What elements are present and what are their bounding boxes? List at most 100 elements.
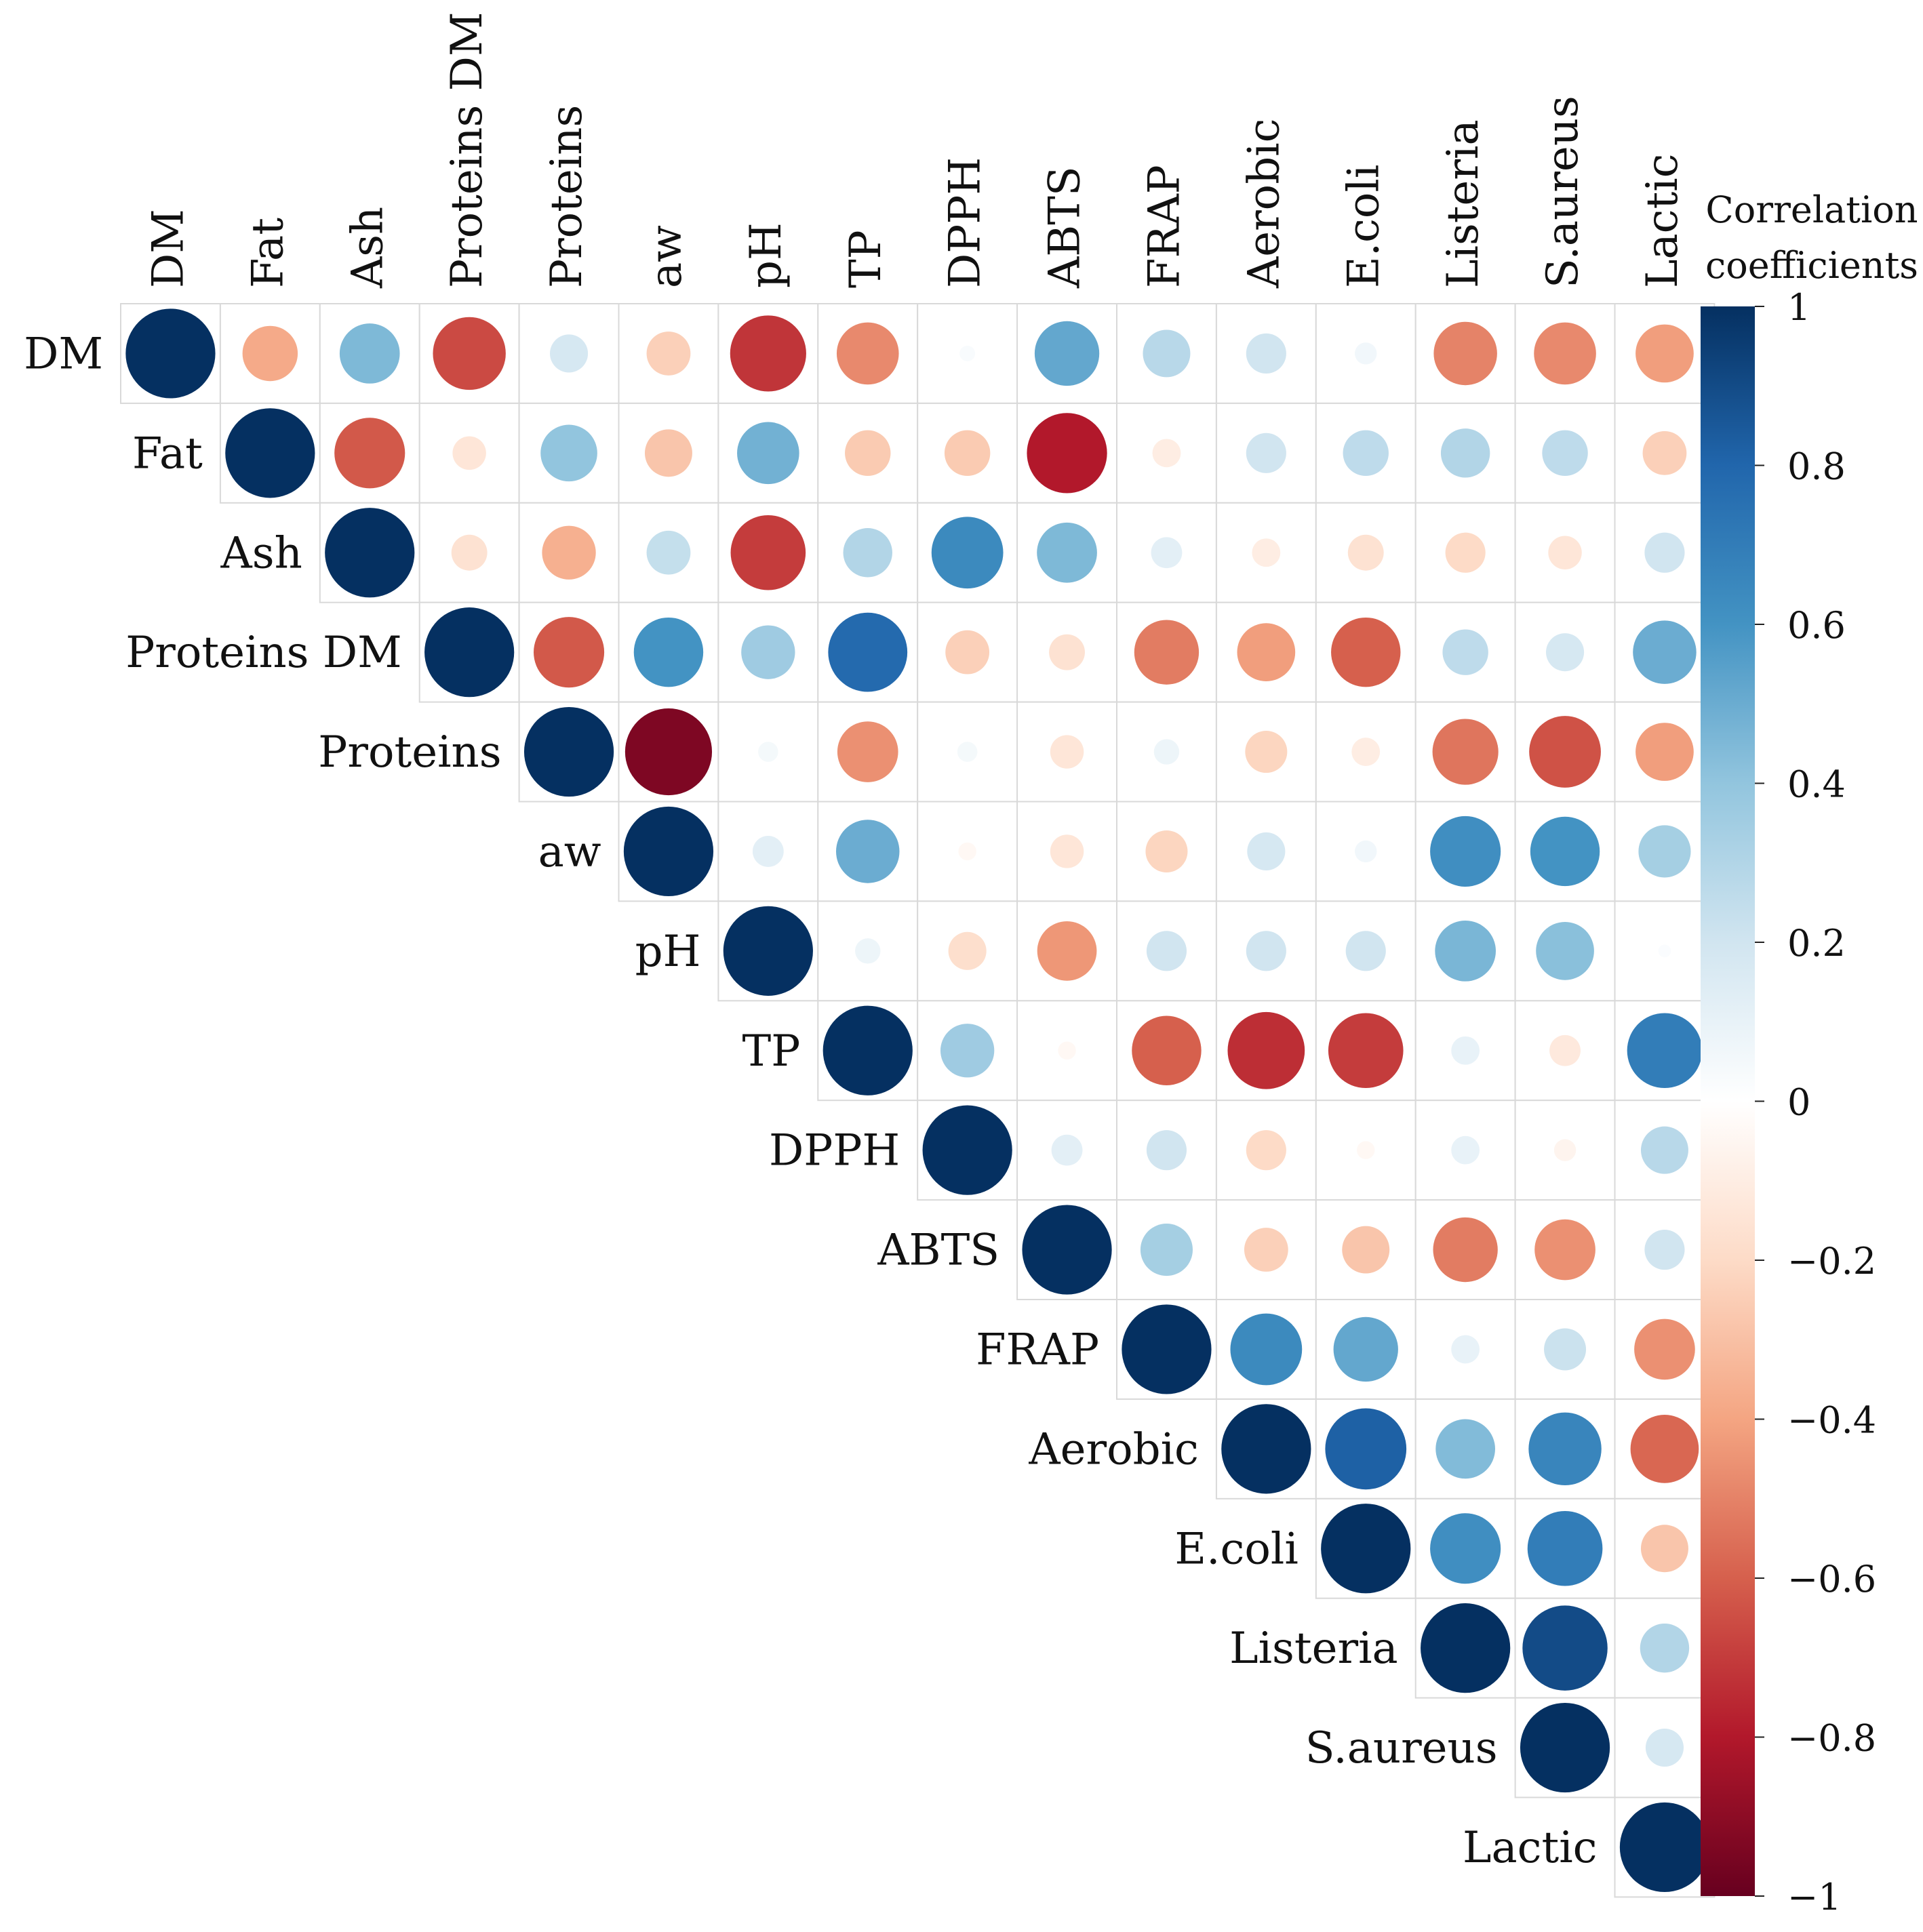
corr-circle-ph-e-coli bbox=[1345, 931, 1386, 971]
corr-circle-proteins-lactic bbox=[1635, 723, 1694, 781]
legend-tick-label: −0.8 bbox=[1787, 1717, 1876, 1760]
corr-circle-dm-e-coli bbox=[1355, 342, 1377, 365]
corr-circle-dm-lactic bbox=[1635, 324, 1694, 383]
corr-circle-abts-frap bbox=[1140, 1224, 1193, 1276]
corr-circle-dm-ph bbox=[730, 315, 806, 392]
corr-circle-ash-listeria bbox=[1445, 532, 1486, 573]
corr-circle-ash-s-aureus bbox=[1548, 536, 1582, 569]
row-label-lactic: Lactic bbox=[1463, 1823, 1598, 1873]
corr-circle-fat-proteins-dm bbox=[452, 436, 486, 470]
legend-tick-label: 0.6 bbox=[1787, 604, 1846, 647]
corr-circle-ash-abts bbox=[1037, 522, 1097, 583]
col-label-dpph: DPPH bbox=[940, 157, 991, 288]
col-label-abts: ABTS bbox=[1040, 166, 1090, 289]
row-label-dm: DM bbox=[24, 329, 103, 379]
corr-circle-frap-lactic bbox=[1634, 1319, 1695, 1380]
corr-circle-listeria-listeria bbox=[1421, 1603, 1511, 1693]
corr-circle-proteins-tp bbox=[837, 721, 898, 782]
row-label-listeria: Listeria bbox=[1229, 1624, 1398, 1674]
col-label-proteins: Proteins bbox=[542, 105, 592, 288]
cell-fat-ph bbox=[717, 402, 819, 504]
corr-circle-proteins-dm-frap bbox=[1134, 620, 1200, 685]
corr-circle-fat-frap bbox=[1152, 439, 1181, 468]
corr-circle-aw-aerobic bbox=[1247, 832, 1286, 870]
corr-circle-ash-aw bbox=[646, 530, 691, 575]
corr-circle-dm-proteins bbox=[550, 334, 589, 373]
corr-circle-tp-aerobic bbox=[1227, 1011, 1305, 1089]
row-label-e-coli: E.coli bbox=[1174, 1524, 1298, 1574]
corr-circle-frap-listeria bbox=[1451, 1335, 1480, 1364]
corr-circle-aw-listeria bbox=[1430, 816, 1501, 887]
corr-circle-dm-aerobic bbox=[1246, 333, 1286, 374]
corr-circle-proteins-dm-aerobic bbox=[1237, 623, 1296, 681]
corr-circle-ash-ash bbox=[325, 508, 415, 598]
corr-circle-dpph-lactic bbox=[1640, 1126, 1688, 1174]
corr-circle-proteins-dm-abts bbox=[1049, 634, 1085, 670]
corr-circle-proteins-frap bbox=[1153, 739, 1180, 765]
corr-circle-aw-s-aureus bbox=[1530, 816, 1600, 887]
corr-circle-proteins-dm-e-coli bbox=[1331, 617, 1401, 687]
corr-circle-tp-dpph bbox=[940, 1024, 995, 1078]
corr-circle-proteins-dm-listeria bbox=[1442, 629, 1488, 675]
row-label-proteins: Proteins bbox=[318, 727, 501, 778]
corr-circle-lactic-lactic bbox=[1619, 1802, 1710, 1893]
corr-circle-s-aureus-s-aureus bbox=[1520, 1702, 1610, 1793]
corr-circle-aw-e-coli bbox=[1355, 840, 1377, 863]
corr-circle-dpph-aerobic bbox=[1246, 1130, 1286, 1171]
corr-circle-aerobic-listeria bbox=[1435, 1419, 1495, 1479]
corr-circle-proteins-aerobic bbox=[1245, 731, 1288, 773]
corr-circle-ph-tp bbox=[855, 938, 881, 964]
corr-circle-dm-proteins-dm bbox=[433, 317, 506, 390]
corr-circle-fat-abts bbox=[1027, 413, 1107, 494]
corr-circle-proteins-dm-lactic bbox=[1633, 620, 1697, 684]
col-label-lactic: Lactic bbox=[1638, 153, 1688, 288]
row-label-ph: pH bbox=[635, 927, 701, 977]
column-labels: DM Fat Ash Proteins DM Proteins aw pH TP DPPH ABT… bbox=[143, 12, 1688, 289]
corr-circle-ph-s-aureus bbox=[1536, 922, 1594, 980]
corr-circle-ash-lactic bbox=[1644, 532, 1685, 573]
corr-circle-tp-lactic bbox=[1627, 1013, 1703, 1089]
corr-circle-fat-ash bbox=[334, 418, 405, 489]
corr-circle-aw-lactic bbox=[1638, 825, 1691, 878]
corr-circle-ash-tp bbox=[843, 528, 892, 578]
corr-circle-tp-frap bbox=[1132, 1015, 1202, 1085]
corr-circle-dpph-dpph bbox=[922, 1105, 1012, 1195]
legend-tick-label: 1 bbox=[1787, 286, 1810, 329]
corr-circle-dpph-abts bbox=[1051, 1134, 1083, 1166]
corr-circle-proteins-s-aureus bbox=[1529, 716, 1601, 788]
corr-circle-dm-dpph bbox=[959, 346, 976, 361]
corr-circle-tp-e-coli bbox=[1328, 1013, 1404, 1089]
corr-circle-frap-frap bbox=[1122, 1304, 1212, 1394]
corr-circle-dm-aw bbox=[646, 331, 691, 376]
corr-circle-fat-dpph bbox=[944, 430, 991, 477]
corr-circle-ash-frap bbox=[1151, 537, 1183, 569]
corr-circle-proteins-dm-ph bbox=[741, 625, 795, 679]
corr-circle-ph-frap bbox=[1146, 931, 1187, 971]
corr-circle-aw-aw bbox=[623, 806, 714, 897]
corr-circle-aerobic-lactic bbox=[1630, 1415, 1699, 1483]
correlation-grid bbox=[120, 303, 1716, 1898]
row-label-aerobic: Aerobic bbox=[1028, 1424, 1199, 1474]
row-label-aw: aw bbox=[538, 827, 601, 877]
legend-tick-label: 0.4 bbox=[1787, 763, 1846, 806]
col-label-frap: FRAP bbox=[1139, 165, 1189, 288]
cell-ash-abts bbox=[1016, 502, 1117, 603]
corr-circle-frap-s-aureus bbox=[1544, 1328, 1587, 1371]
corr-circle-abts-abts bbox=[1022, 1205, 1112, 1295]
col-label-e-coli: E.coli bbox=[1339, 165, 1389, 288]
corr-circle-ph-ph bbox=[723, 906, 813, 996]
corr-circle-dpph-s-aureus bbox=[1553, 1139, 1577, 1161]
corr-circle-tp-abts bbox=[1058, 1041, 1076, 1060]
corr-circle-ph-lactic bbox=[1658, 944, 1671, 958]
corr-circle-listeria-s-aureus bbox=[1522, 1605, 1608, 1691]
col-label-ph: pH bbox=[741, 222, 791, 288]
legend-tick-label: −0.4 bbox=[1787, 1399, 1876, 1442]
corr-circle-ash-aerobic bbox=[1252, 538, 1281, 567]
corr-circle-dm-dm bbox=[125, 308, 216, 399]
corr-circle-aw-tp bbox=[836, 820, 900, 883]
corr-circle-fat-fat bbox=[225, 408, 315, 498]
cell-dm-listeria bbox=[1414, 303, 1516, 404]
corr-circle-ph-abts bbox=[1037, 921, 1097, 981]
corr-circle-fat-ph bbox=[737, 422, 799, 485]
corr-circle-aw-ph bbox=[752, 836, 784, 867]
